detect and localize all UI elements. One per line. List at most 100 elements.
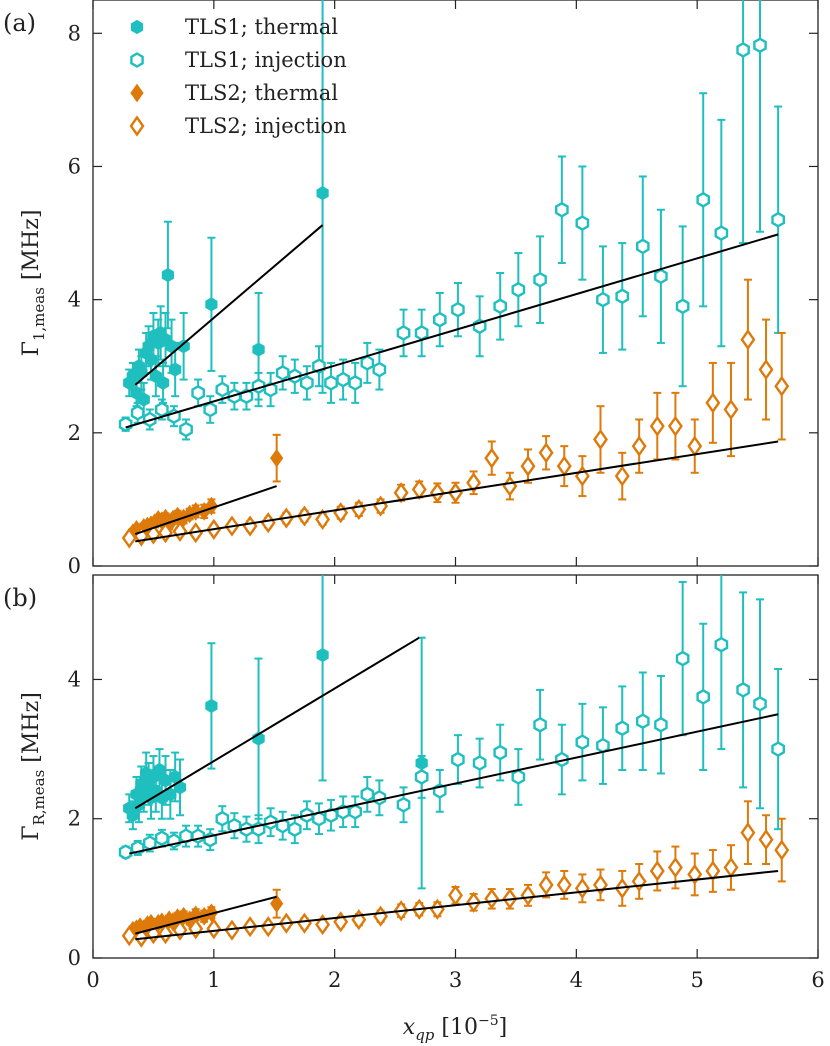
data-point xyxy=(396,325,411,341)
data-point xyxy=(575,215,590,231)
data-point xyxy=(667,856,683,879)
data-point xyxy=(126,808,139,823)
series-tls1-thermal xyxy=(123,575,428,890)
data-point xyxy=(154,830,169,847)
data-point xyxy=(740,329,756,351)
data-point xyxy=(191,385,206,401)
data-point xyxy=(631,435,647,457)
data-point xyxy=(758,358,774,381)
data-point xyxy=(333,911,349,933)
data-point xyxy=(696,191,710,208)
data-point xyxy=(275,365,290,381)
data-point xyxy=(153,762,166,778)
fit-line xyxy=(129,713,779,855)
data-point xyxy=(396,796,411,813)
data-point xyxy=(484,447,500,469)
data-point xyxy=(429,482,445,504)
data-point xyxy=(433,311,447,328)
data-point xyxy=(414,769,429,785)
data-point xyxy=(472,755,487,771)
data-point xyxy=(736,42,750,58)
data-point xyxy=(429,898,445,920)
data-point xyxy=(705,860,721,882)
data-point xyxy=(448,482,463,504)
data-point xyxy=(351,909,367,931)
data-point xyxy=(538,442,554,464)
x-tick-label: 3 xyxy=(449,968,462,992)
data-point xyxy=(448,884,463,906)
data-point xyxy=(360,786,375,803)
data-point xyxy=(288,821,302,838)
data-point xyxy=(157,375,170,390)
data-point xyxy=(636,713,650,730)
series-tls1-thermal xyxy=(123,0,329,418)
x-axis-label: xqp [10−5] xyxy=(403,1013,507,1044)
data-point xyxy=(758,829,774,851)
data-point xyxy=(675,650,690,667)
data-point xyxy=(215,381,230,398)
y-tick-label: 0 xyxy=(68,946,81,970)
data-point xyxy=(556,874,572,896)
y-tick-label: 8 xyxy=(68,21,81,45)
panel-label: (b) xyxy=(3,584,37,612)
data-point xyxy=(260,916,276,938)
fit-line xyxy=(135,869,779,941)
data-point xyxy=(288,368,302,385)
data-point xyxy=(714,636,729,653)
data-point xyxy=(324,375,338,391)
data-point xyxy=(224,919,240,941)
data-point xyxy=(484,888,500,910)
data-point xyxy=(493,298,507,315)
legend-marker xyxy=(130,52,144,68)
data-point xyxy=(575,734,590,750)
data-point xyxy=(556,455,572,477)
data-point xyxy=(270,448,284,468)
data-point xyxy=(252,342,265,357)
data-point xyxy=(771,741,785,757)
data-point xyxy=(351,498,367,520)
data-point xyxy=(121,925,137,947)
data-point xyxy=(333,502,349,524)
data-point xyxy=(631,870,647,892)
y-tick-label: 4 xyxy=(68,667,81,691)
data-point xyxy=(774,375,790,397)
fit-line xyxy=(125,233,779,429)
data-point xyxy=(654,268,668,285)
data-point xyxy=(348,375,362,391)
data-point xyxy=(260,512,276,534)
data-point xyxy=(154,401,169,418)
legend-label: TLS2; injection xyxy=(185,114,347,138)
legend-label: TLS1; thermal xyxy=(185,15,338,39)
data-point xyxy=(372,789,387,806)
series-tls2-thermal xyxy=(126,433,284,543)
data-point xyxy=(121,527,137,549)
data-point xyxy=(740,822,756,844)
data-point xyxy=(574,465,590,487)
data-point xyxy=(373,905,389,927)
data-point xyxy=(414,325,429,341)
series-tls1-injection xyxy=(118,0,785,441)
data-point xyxy=(555,201,569,218)
data-point xyxy=(687,435,703,457)
data-point xyxy=(614,465,630,487)
legend-label: TLS2; thermal xyxy=(185,81,338,105)
data-point xyxy=(574,877,590,899)
data-point xyxy=(158,923,173,945)
data-point xyxy=(270,894,284,914)
data-point xyxy=(493,744,507,761)
x-tick-label: 0 xyxy=(86,968,99,992)
legend-label: TLS1; injection xyxy=(185,48,347,72)
x-tick-label: 1 xyxy=(207,968,220,992)
fit-line xyxy=(135,440,779,543)
data-point xyxy=(771,211,785,228)
data-point xyxy=(348,803,362,820)
data-point xyxy=(315,508,331,530)
data-point xyxy=(649,860,665,882)
data-point xyxy=(675,298,690,315)
data-point xyxy=(161,267,174,283)
y-tick-label: 2 xyxy=(68,807,81,831)
data-point xyxy=(667,415,683,437)
x-tick-label: 2 xyxy=(328,968,341,992)
